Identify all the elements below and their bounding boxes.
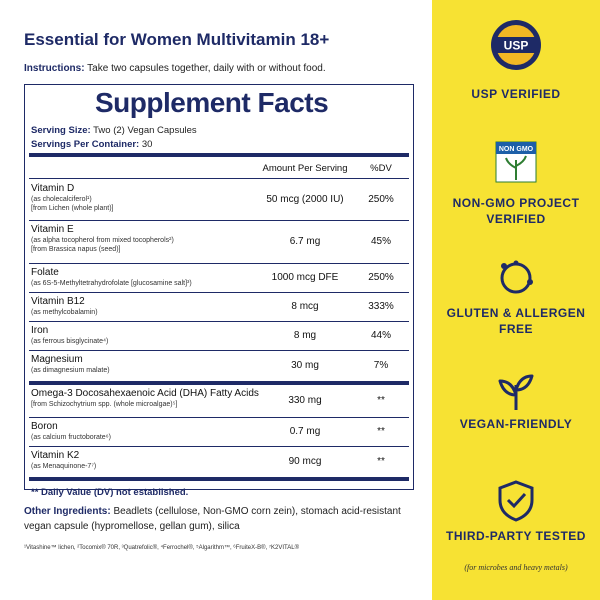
nutrient-detail: (as methylcobalamin) (31, 309, 98, 316)
usp-banner (492, 37, 540, 53)
other-label: Other Ingredients: (24, 506, 111, 517)
gluten-icon (527, 279, 533, 285)
other-text: Beadlets (cellulose, Non-GMO corn zein),… (24, 506, 401, 532)
nongmo-logo-text: NON GMO (499, 146, 534, 153)
nutrient-name: Vitamin D (31, 183, 75, 194)
nutrient-detail: (as cholecalciferol¹) (31, 196, 92, 203)
badges-panel: USP NON GMO USP VERIFIED NON-GMO PROJECT… (432, 0, 600, 600)
rule (29, 350, 409, 351)
servings-value: 30 (141, 139, 153, 150)
column-header: Amount Per Serving (262, 163, 348, 174)
nutrient-amount: 8 mg (293, 330, 317, 341)
instructions-label: Instructions: (24, 63, 85, 74)
nutrient-detail: (as ferrous bisglycinate⁴) (31, 338, 109, 345)
serving-size-value: Two (2) Vegan Capsules (93, 125, 197, 136)
usp-logo-text: USP (504, 39, 529, 53)
nutrient-amount: 8 mcg (291, 301, 319, 312)
rule (29, 321, 409, 322)
nutrient-dv: 44% (370, 330, 391, 341)
product-title: Essential for Women Multivitamin 18+ (24, 30, 330, 49)
nutrient-detail: [from Schizochytrium spp. (whole microal… (31, 401, 178, 408)
gluten-icon (501, 263, 507, 269)
badge-label: GLUTEN & ALLERGEN FREE (446, 306, 586, 336)
nutrient-dv: 45% (370, 236, 391, 247)
gluten-icon (513, 260, 519, 266)
dv-note: ** Daily Value (DV) not established. (31, 487, 189, 498)
nutrient-name: Vitamin K2 (31, 450, 80, 461)
nutrient-name: Omega-3 Docosahexaenoic Acid (DHA) Fatty… (31, 388, 259, 399)
rule (29, 477, 409, 481)
nutrient-name: Boron (31, 421, 58, 432)
nutrient-detail: (as Menaquinone-7⁷) (31, 463, 97, 470)
nutrient-name: Iron (31, 325, 49, 336)
nutrient-detail: [from Lichen (whole plant)] (31, 205, 114, 212)
badge-label: VEGAN-FRIENDLY (459, 417, 573, 431)
rule (29, 417, 409, 418)
nutrient-dv: ** (377, 426, 385, 437)
other-ingredients: Other Ingredients: Beadlets (cellulose, … (24, 504, 424, 534)
badge-note: (for microbes and heavy metals) (464, 563, 568, 572)
rule (29, 220, 409, 221)
nutrient-dv: 250% (368, 272, 394, 283)
nutrient-detail: (as 6S-5-Methyltetrahydrofolate [glucosa… (31, 280, 192, 287)
badge-icons: USP NON GMO (491, 20, 541, 522)
rule (29, 178, 409, 179)
nutrient-amount: 50 mcg (2000 IU) (266, 194, 344, 205)
badge-label: THIRD-PARTY TESTED (446, 529, 586, 543)
nutrient-dv: 250% (368, 194, 394, 205)
nutrient-dv: ** (377, 456, 385, 467)
column-header: %DV (370, 163, 392, 174)
rule (29, 381, 409, 385)
nutrient-amount: 0.7 mg (289, 426, 321, 437)
nutrient-dv: 7% (373, 360, 389, 371)
badge-label: NON-GMO PROJECT VERIFIED (452, 196, 580, 226)
nutrient-amount: 30 mg (291, 360, 319, 371)
servings-per-container: Servings Per Container: 30 (31, 139, 152, 150)
nutrient-detail: (as alpha tocopherol from mixed tocopher… (31, 237, 174, 244)
shield-icon (498, 480, 534, 522)
nongmo-logo-top (496, 142, 536, 154)
shield-check (506, 492, 527, 509)
nutrient-detail: [from Brassica napus (seed)] (31, 246, 121, 253)
serving-size: Serving Size: Two (2) Vegan Capsules (31, 125, 197, 136)
facts-heading: Supplement Facts (95, 87, 329, 118)
gluten-icon (500, 262, 532, 294)
rule (29, 446, 409, 447)
nutrient-amount: 1000 mcg DFE (271, 272, 339, 283)
badge-label: USP VERIFIED (471, 87, 561, 101)
nutrient-dv: ** (377, 395, 385, 406)
instructions: Instructions: Take two capsules together… (24, 63, 326, 74)
rule (29, 153, 409, 157)
nutrient-detail: (as calcium fructoborate⁶) (31, 434, 111, 441)
nutrient-name: Folate (31, 267, 59, 278)
supplement-facts: Supplement Facts Serving Size: Two (2) V… (24, 84, 414, 498)
instructions-text: Take two capsules together, daily with o… (87, 63, 326, 74)
servings-label: Servings Per Container: (31, 139, 140, 150)
nutrient-dv: 333% (368, 301, 394, 312)
vegan-icon (498, 374, 534, 410)
nutrient-name: Vitamin B12 (31, 296, 85, 307)
rule (29, 263, 409, 264)
nutrient-amount: 330 mg (288, 395, 322, 406)
nutrient-detail: (as dimagnesium malate) (31, 367, 110, 374)
serving-size-label: Serving Size: (31, 125, 91, 136)
rule (29, 292, 409, 293)
nutrient-amount: 90 mcg (288, 456, 322, 467)
nutrient-name: Magnesium (31, 354, 83, 365)
trademark-footnote: ¹Vitashine™ lichen, ²Tocomix® 70R, ³Quat… (24, 545, 300, 551)
nongmo-plant (505, 155, 527, 180)
nutrient-amount: 6.7 mg (289, 236, 321, 247)
nutrient-name: Vitamin E (31, 224, 74, 235)
